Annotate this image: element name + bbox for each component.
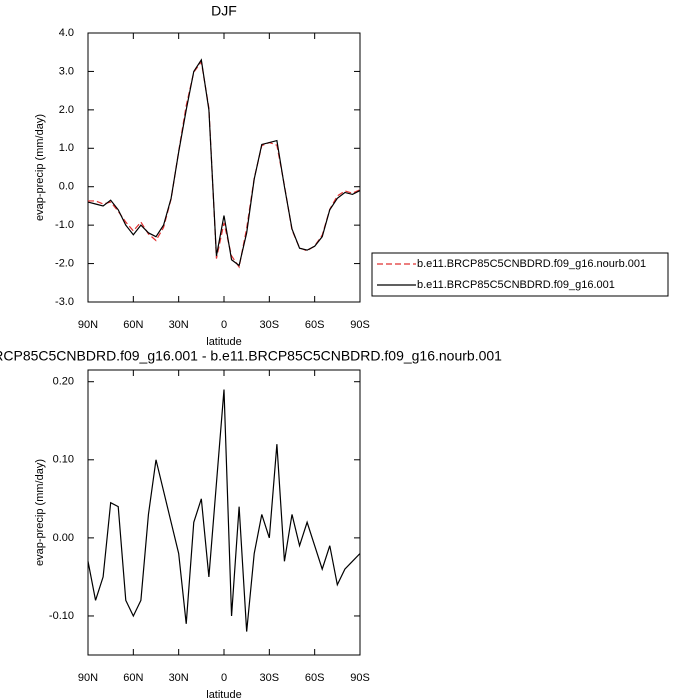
y-tick-label: -1.0 <box>55 219 74 231</box>
y-tick-label: -2.0 <box>55 257 74 269</box>
y-axis-label: evap-precip (mm/day) <box>34 459 46 566</box>
y-tick-label: 0.10 <box>53 454 74 466</box>
y-tick-label: 0.0 <box>59 181 74 193</box>
y-axis-label: evap-precip (mm/day) <box>34 114 46 221</box>
x-tick-label: 60S <box>305 319 325 331</box>
x-tick-label: 90N <box>78 672 98 684</box>
legend-box <box>371 252 669 297</box>
chart-title: DJF <box>211 3 237 19</box>
data-line <box>87 58 361 267</box>
x-tick-label: 60N <box>123 319 143 331</box>
y-tick-label: 4.0 <box>59 27 74 39</box>
x-tick-label: 30S <box>260 319 280 331</box>
x-tick-label: 90S <box>350 672 370 684</box>
y-tick-label: 3.0 <box>59 65 74 77</box>
x-tick-label: 60N <box>123 672 143 684</box>
y-tick-label: -0.10 <box>49 610 74 622</box>
plot-frame <box>87 369 361 656</box>
x-tick-label: 90S <box>350 319 370 331</box>
x-axis-label: latitude <box>206 336 241 348</box>
chart-title: b.e11.BRCP85C5CNBDRD.f09_g16.001 - b.e11… <box>0 348 502 364</box>
y-tick-label: 2.0 <box>59 104 74 116</box>
data-line <box>87 389 361 632</box>
y-tick-label: 0.20 <box>53 376 74 388</box>
plot-frame <box>87 32 361 303</box>
y-tick-label: 1.0 <box>59 142 74 154</box>
data-line <box>88 60 361 269</box>
legend-label: b.e11.BRCP85C5CNBDRD.f09_g16.001 <box>417 279 615 291</box>
y-tick-label: -3.0 <box>55 296 74 308</box>
legend-label: b.e11.BRCP85C5CNBDRD.f09_g16.nourb.001 <box>417 258 646 270</box>
x-axis-label: latitude <box>206 689 241 700</box>
x-tick-label: 90N <box>78 319 98 331</box>
x-tick-label: 30N <box>169 672 189 684</box>
x-tick-label: 0 <box>221 672 227 684</box>
x-tick-label: 30N <box>169 319 189 331</box>
x-tick-label: 0 <box>221 319 227 331</box>
x-tick-label: 60S <box>305 672 325 684</box>
x-tick-label: 30S <box>260 672 280 684</box>
y-tick-label: 0.00 <box>53 532 74 544</box>
